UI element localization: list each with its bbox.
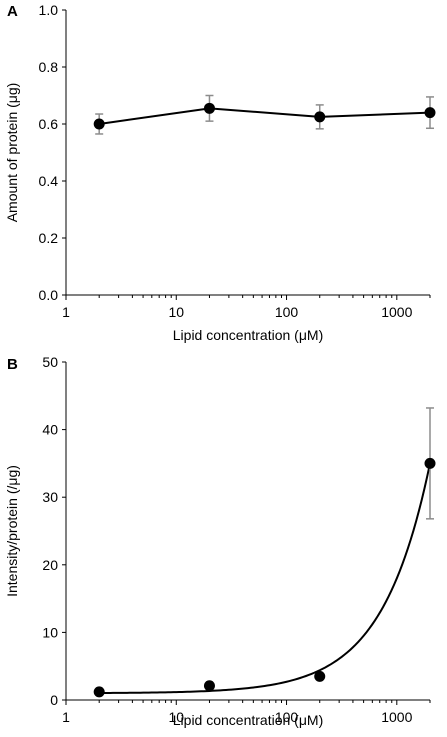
- y-tick-label: 40: [42, 422, 58, 438]
- panel-a: 0.0 0.2 0.4 0.6 0.8 1.0 1 10 100 1000 Lipid concen…: [4, 2, 436, 343]
- y-tick-label: 0.6: [39, 116, 59, 132]
- y-tick-label: 0.8: [39, 59, 59, 75]
- y-tick-label: 0.2: [39, 230, 59, 246]
- data-point: [203, 102, 215, 114]
- panel-a-letter: A: [7, 3, 18, 20]
- y-tick-label: 50: [42, 354, 58, 370]
- x-tick-label: 1000: [381, 304, 412, 320]
- data-point: [424, 457, 436, 469]
- fit-curve: [99, 463, 431, 695]
- data-point: [424, 107, 436, 119]
- y-tick-label: 0.4: [39, 173, 59, 189]
- y-axis-label: Amount of protein (μg): [4, 83, 20, 223]
- y-tick-label: 1.0: [39, 2, 59, 18]
- series-line: [99, 107, 431, 125]
- data-point: [93, 686, 105, 698]
- y-tick-label: 20: [42, 557, 58, 573]
- x-tick-label: 100: [275, 709, 299, 725]
- x-tick-label: 10: [168, 304, 184, 320]
- x-axis-label: Lipid concentration (μM): [173, 712, 323, 728]
- y-tick-label: 0: [50, 692, 58, 708]
- x-tick-label: 100: [275, 304, 299, 320]
- data-point: [314, 670, 326, 682]
- y-axis-label: Intensity/protein (/μg): [4, 465, 20, 597]
- x-tick-label: 1: [62, 709, 70, 725]
- x-tick-label: 10: [168, 709, 184, 725]
- panel-b: 0 10 20 30 40 50 1 10 100 1000 Lipid concentration…: [4, 354, 436, 728]
- y-tick-label: 10: [42, 624, 58, 640]
- x-axis-label: Lipid concentration (μM): [173, 327, 323, 343]
- x-tick-label: 1: [62, 304, 70, 320]
- data-point: [203, 680, 215, 692]
- data-point: [314, 111, 326, 123]
- x-tick-label: 1000: [381, 709, 412, 725]
- y-tick-label: 30: [42, 489, 58, 505]
- panel-b-letter: B: [7, 356, 18, 373]
- data-point: [93, 118, 105, 130]
- y-tick-label: 0.0: [39, 287, 59, 303]
